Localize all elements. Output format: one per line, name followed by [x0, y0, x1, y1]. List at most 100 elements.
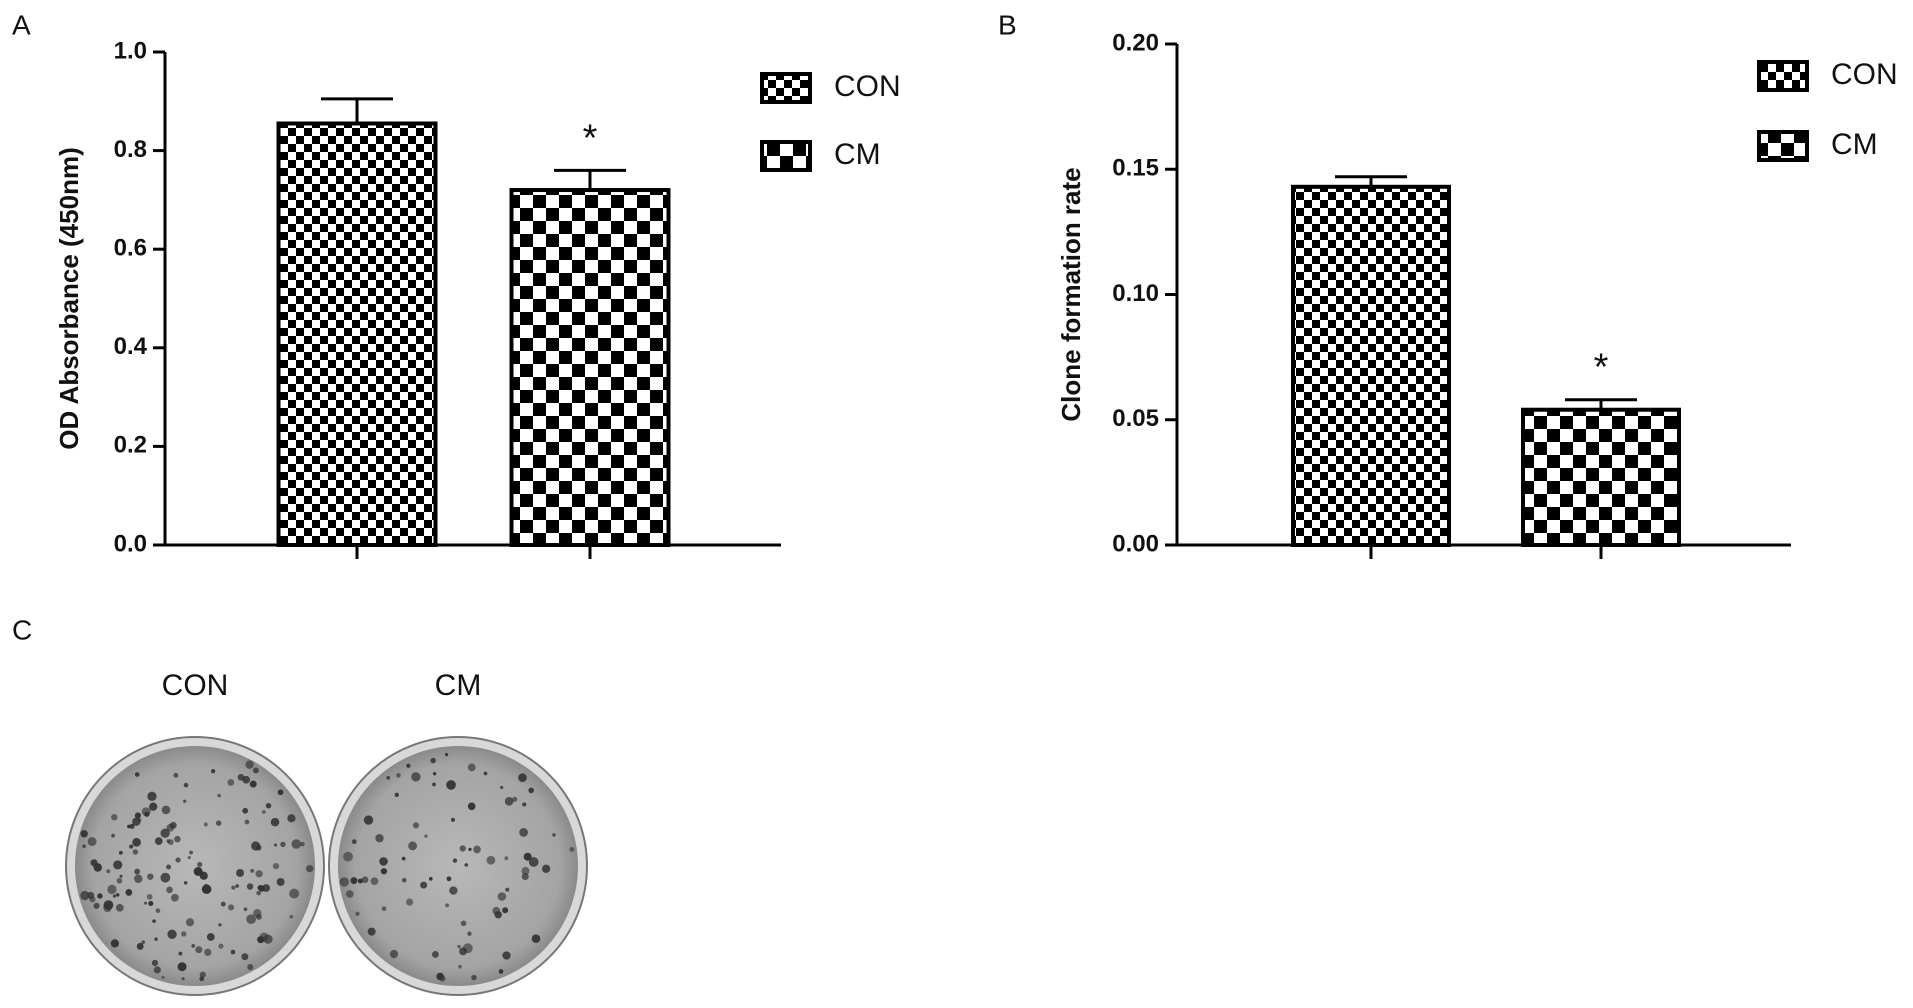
colony: [483, 771, 488, 776]
y-tick-label: 0.10: [1112, 280, 1159, 307]
colony: [424, 834, 428, 838]
colony: [183, 782, 189, 788]
colony: [107, 884, 117, 895]
legend-swatch: [760, 72, 812, 104]
colony: [89, 896, 96, 903]
colony: [460, 920, 467, 927]
colony: [134, 874, 143, 883]
colony: [215, 820, 222, 826]
colony: [518, 773, 527, 783]
panel-label: B: [998, 9, 1017, 40]
colony: [406, 898, 414, 906]
colony: [204, 948, 212, 956]
y-tick-label: 0.00: [1112, 530, 1159, 557]
panel-label: A: [12, 9, 31, 40]
colony: [113, 860, 123, 870]
plate-label: CON: [162, 669, 229, 702]
colony: [363, 815, 374, 825]
significance-mark: *: [1594, 347, 1609, 389]
colony: [191, 944, 196, 948]
legend-swatch: [1757, 60, 1809, 92]
colony: [445, 903, 450, 908]
colony: [273, 843, 278, 847]
colony: [144, 901, 148, 905]
colony: [166, 823, 175, 832]
colony: [270, 817, 280, 827]
colony: [167, 929, 177, 940]
colony: [227, 904, 235, 911]
colony: [381, 906, 387, 911]
colony: [262, 810, 266, 814]
colony: [486, 855, 496, 865]
colony: [339, 877, 350, 887]
colony: [467, 802, 476, 811]
colony: [394, 792, 399, 798]
colony: [521, 873, 529, 881]
colony: [462, 943, 473, 954]
colony: [134, 772, 140, 777]
colony: [134, 868, 141, 875]
colony: [471, 974, 477, 981]
colony: [272, 862, 280, 870]
colony: [181, 977, 185, 981]
colony: [201, 884, 212, 895]
colony: [528, 857, 539, 867]
colony: [141, 807, 151, 817]
colony: [361, 876, 369, 884]
colony: [132, 849, 139, 855]
colony: [189, 850, 194, 855]
colony: [195, 946, 203, 954]
colony: [206, 933, 215, 941]
colony: [103, 903, 112, 913]
colony: [251, 841, 261, 851]
colony: [141, 940, 146, 944]
colony: [498, 969, 504, 974]
colony: [464, 863, 469, 867]
colony: [160, 828, 170, 838]
colony: [467, 763, 476, 772]
colony: [199, 871, 208, 880]
colony: [343, 851, 353, 862]
colony: [291, 839, 302, 849]
colony: [166, 886, 173, 894]
y-tick-label: 1.0: [114, 37, 147, 64]
colony: [160, 872, 171, 883]
y-tick-label: 0.15: [1112, 155, 1159, 182]
colony: [242, 807, 249, 814]
colony: [389, 949, 399, 959]
colony: [111, 833, 116, 838]
colony: [146, 893, 153, 900]
y-tick-label: 0.4: [114, 333, 148, 360]
colony: [134, 812, 142, 819]
colony: [289, 888, 300, 899]
significance-mark: *: [583, 117, 598, 159]
colony: [401, 877, 407, 883]
colony: [154, 937, 158, 941]
colony: [243, 907, 248, 912]
colony: [306, 865, 314, 873]
legend-swatch: [760, 140, 812, 172]
legend-label: CM: [1831, 128, 1878, 161]
colony: [247, 963, 254, 971]
colony: [406, 763, 411, 768]
colony: [173, 772, 179, 778]
colony: [370, 877, 379, 886]
colony: [300, 841, 305, 847]
colony: [245, 760, 254, 769]
colony: [257, 936, 265, 944]
colony: [492, 906, 501, 915]
colony: [355, 911, 360, 916]
colony: [87, 837, 97, 847]
colony: [408, 841, 418, 851]
colony: [452, 858, 458, 863]
colony: [137, 818, 142, 822]
colony: [444, 752, 449, 757]
colony: [199, 976, 205, 982]
plate: [75, 746, 315, 986]
colony: [129, 844, 134, 849]
colony: [504, 797, 514, 806]
colony: [552, 833, 556, 837]
y-tick-label: 0.8: [114, 136, 147, 163]
colony: [151, 959, 159, 967]
